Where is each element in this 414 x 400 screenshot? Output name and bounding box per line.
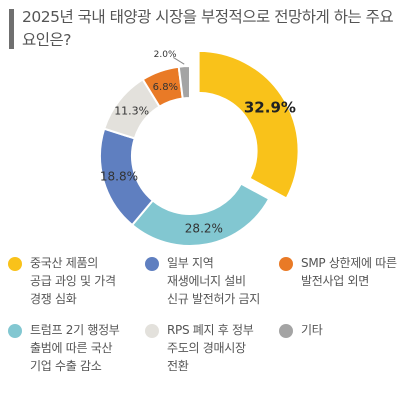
title-accent-bar [9, 9, 14, 49]
slice-value-label-3: 11.3% [114, 104, 149, 117]
slice-value-label-1: 28.2% [185, 222, 223, 236]
leader-line-5 [173, 56, 185, 65]
legend-swatch [8, 257, 22, 271]
legend-swatch [145, 257, 159, 271]
donut-slice-5 [177, 64, 191, 100]
slice-value-label-0: 32.9% [244, 98, 296, 116]
legend-item-regional-ban: 일부 지역 재생에너지 설비 신규 발전허가 금지 [145, 254, 260, 308]
legend-item-smp-cap: SMP 상한제에 따른 발전사업 외면 [279, 254, 397, 290]
legend-item-other: 기타 [279, 321, 323, 339]
slice-value-label-5: 2.0% [154, 50, 177, 60]
legend-label: 트럼프 2기 행정부 출범에 따른 국산 기업 수출 감소 [30, 323, 120, 373]
slice-value-label-4: 6.8% [153, 82, 178, 93]
legend-swatch [145, 324, 159, 338]
legend-item-trump-export: 트럼프 2기 행정부 출범에 따른 국산 기업 수출 감소 [8, 321, 120, 375]
legend-label: SMP 상한제에 따른 발전사업 외면 [301, 256, 397, 288]
legend-label: 일부 지역 재생에너지 설비 신규 발전허가 금지 [167, 256, 260, 306]
legend-swatch [279, 257, 293, 271]
slice-value-label-2: 18.8% [100, 170, 138, 184]
legend-item-china-oversupply: 중국산 제품의 공급 과잉 및 가격 경쟁 심화 [8, 254, 116, 308]
legend-swatch [279, 324, 293, 338]
chart-title: 2025년 국내 태양광 시장을 부정적으로 전망하게 하는 주요 요인은? [22, 8, 394, 49]
legend-label: 기타 [301, 323, 323, 337]
donut-slice-0 [197, 49, 300, 200]
legend-item-rps-abolition: RPS 폐지 후 정부 주도의 경매시장 전환 [145, 321, 254, 375]
legend-label: RPS 폐지 후 정부 주도의 경매시장 전환 [167, 323, 254, 373]
legend-swatch [8, 324, 22, 338]
legend-label: 중국산 제품의 공급 과잉 및 가격 경쟁 심화 [30, 256, 116, 306]
